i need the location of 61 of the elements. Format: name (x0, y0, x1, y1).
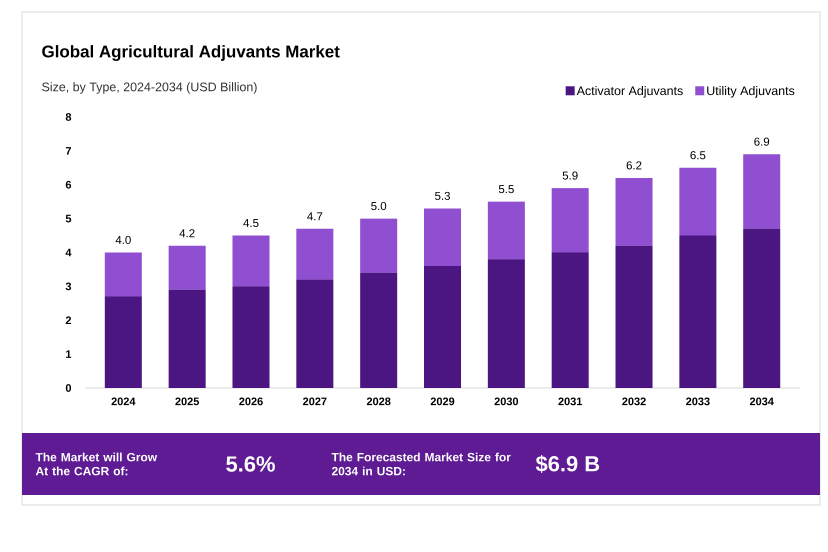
bar (360, 218, 398, 273)
bar (488, 202, 525, 260)
bar (552, 188, 589, 252)
y-tick-label: 6 (66, 180, 72, 189)
x-tick-label: 2031 (558, 398, 582, 406)
bar (296, 228, 334, 280)
bar (168, 290, 206, 388)
x-tick-label: 2030 (494, 398, 518, 406)
y-tick-label: 4 (66, 248, 72, 256)
legend-label: Utility Adjuvants (707, 86, 794, 98)
total-label: 4.7 (307, 212, 322, 220)
total-label: 5.9 (562, 171, 578, 180)
text: The Forecasted Market Size for 2034 in USD: (332, 452, 511, 476)
y-tick-label: 3 (66, 282, 72, 290)
x-tick-label: 2029 (430, 398, 454, 406)
text: $6.9 B (536, 455, 600, 473)
total-label: 4.5 (243, 219, 258, 228)
legend-label: Activator Adjuvants (576, 86, 683, 98)
y-tick-label: 7 (66, 147, 72, 155)
x-tick-label: 2032 (622, 398, 646, 406)
bar (104, 252, 142, 297)
total-label: 6.2 (626, 161, 642, 170)
bar (679, 236, 716, 388)
bar (424, 208, 462, 266)
x-tick-label: 2028 (366, 398, 391, 406)
x-tick-label: 2033 (686, 398, 710, 406)
text: The Market will Grow At the CAGR of: (36, 452, 158, 476)
total-label: 6.5 (690, 151, 706, 160)
bar (488, 259, 525, 388)
bar (360, 272, 398, 388)
bar (168, 246, 206, 290)
x-tick-label: 2025 (175, 398, 200, 406)
bar (616, 178, 653, 246)
x-tick-label: 2026 (239, 398, 263, 406)
bar (296, 280, 334, 388)
bar (104, 296, 142, 388)
text: 5.6% (226, 456, 275, 472)
y-tick-label: 5 (66, 214, 72, 222)
total-label: 4.0 (116, 236, 131, 244)
total-label: 5.3 (435, 192, 450, 200)
bar (232, 286, 270, 388)
bar (679, 168, 716, 236)
x-tick-label: 2034 (750, 398, 774, 406)
bar (743, 154, 780, 229)
chart-title: Global Agricultural Adjuvants Market (42, 45, 340, 61)
total-label: 5.0 (371, 202, 386, 210)
y-tick-label: 0 (66, 384, 72, 392)
bar (424, 266, 462, 388)
y-tick-label: 2 (66, 316, 72, 324)
chart-subtitle: Size, by Type, 2024-2034 (USD Billion) (42, 82, 257, 94)
y-tick-label: 8 (66, 113, 72, 121)
total-label: 4.2 (179, 229, 195, 238)
bar (743, 228, 780, 388)
bar (552, 252, 589, 388)
total-label: 6.9 (754, 138, 770, 146)
y-tick-label: 1 (66, 350, 72, 358)
x-tick-label: 2024 (112, 398, 136, 406)
bar (616, 246, 653, 388)
total-label: 5.5 (498, 185, 514, 194)
x-tick-label: 2027 (303, 398, 327, 406)
bar (232, 236, 270, 286)
